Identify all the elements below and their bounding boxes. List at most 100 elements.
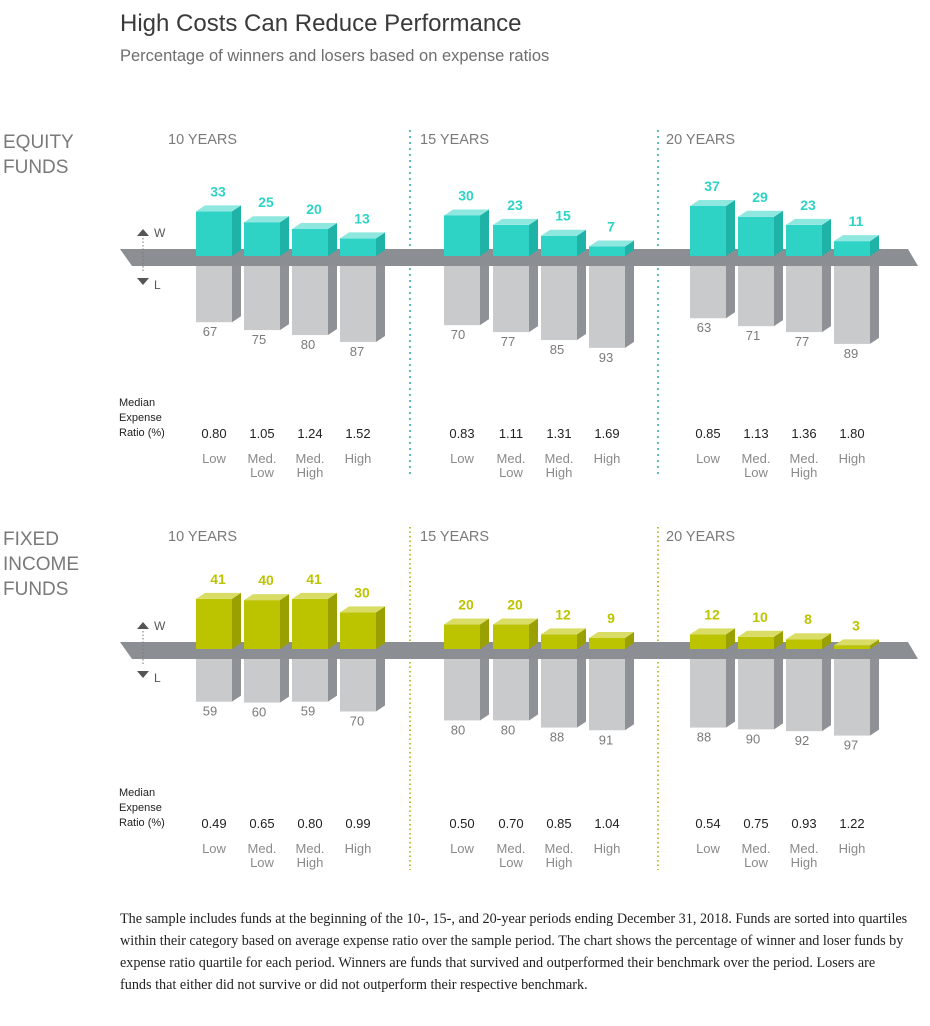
winner-bar-fixed-1-1 xyxy=(196,598,232,649)
winner-bar-side-equity-3-4 xyxy=(870,235,879,256)
category-label-fixed-1-1-1: Low xyxy=(202,841,226,856)
expense-ratio-value-equity-2-4: 1.69 xyxy=(594,426,619,441)
winner-bar-side-equity-2-2 xyxy=(529,218,538,256)
category-label-equity-1-3-2: High xyxy=(297,465,324,480)
winner-bar-top-equity-3-3 xyxy=(786,218,831,225)
loser-bar-side-fixed-2-3 xyxy=(577,643,586,728)
loser-value-equity-2-2: 77 xyxy=(501,334,515,349)
loser-bar-side-equity-2-1 xyxy=(480,250,489,326)
loser-arrow-icon-equity xyxy=(137,278,149,285)
winner-bar-side-fixed-1-4 xyxy=(376,606,385,649)
winner-value-equity-2-3: 15 xyxy=(555,208,571,224)
section-label-equity-line-1: EQUITY xyxy=(3,132,74,153)
loser-value-fixed-3-1: 88 xyxy=(697,730,711,745)
loser-bar-side-fixed-3-4 xyxy=(870,643,879,736)
loser-bar-side-fixed-2-2 xyxy=(529,643,538,721)
winner-bar-top-equity-1-3 xyxy=(292,222,337,229)
winner-bar-fixed-2-1 xyxy=(444,624,480,649)
category-label-equity-1-4-1: High xyxy=(345,451,372,466)
winner-bar-side-equity-2-3 xyxy=(577,229,586,256)
category-label-fixed-2-3-2: High xyxy=(546,855,573,870)
loser-bar-equity-1-1 xyxy=(196,256,232,323)
loser-value-fixed-1-2: 60 xyxy=(252,705,266,720)
winner-bar-fixed-3-1 xyxy=(690,634,726,649)
winner-bar-side-fixed-1-1 xyxy=(232,592,241,649)
winner-bar-fixed-1-4 xyxy=(340,612,376,649)
winner-bar-top-equity-1-2 xyxy=(244,216,289,223)
period-label-equity-2: 15 YEARS xyxy=(420,132,489,148)
winner-bar-side-fixed-3-1 xyxy=(726,628,735,649)
winner-value-fixed-3-3: 8 xyxy=(804,611,812,627)
winner-value-equity-1-2: 25 xyxy=(258,194,274,210)
winner-value-fixed-3-4: 3 xyxy=(852,617,860,633)
loser-bar-fixed-2-2 xyxy=(493,649,529,721)
section-label-fixed-line-1: FIXED xyxy=(3,529,59,550)
winner-bar-side-equity-3-3 xyxy=(822,218,831,256)
category-label-fixed-2-1-1: Low xyxy=(450,841,474,856)
category-label-equity-3-3-2: High xyxy=(791,465,818,480)
methodology-note: The sample includes funds at the beginni… xyxy=(120,911,908,993)
winner-bar-side-equity-1-1 xyxy=(232,205,241,256)
category-label-equity-1-2-2: Low xyxy=(250,465,274,480)
loser-value-equity-1-4: 87 xyxy=(350,344,364,359)
expense-ratio-value-fixed-2-2: 0.70 xyxy=(498,816,523,831)
expense-ratio-value-fixed-1-3: 0.80 xyxy=(297,816,322,831)
winner-bar-side-fixed-3-2 xyxy=(774,630,783,649)
winner-bar-top-fixed-1-3 xyxy=(292,592,337,599)
winner-arrow-icon-equity xyxy=(137,229,149,236)
category-label-equity-2-2-1: Med. xyxy=(497,451,526,466)
category-label-equity-3-2-2: Low xyxy=(744,465,768,480)
loser-bar-side-equity-3-2 xyxy=(774,250,783,327)
loser-bar-side-equity-3-1 xyxy=(726,250,735,319)
loser-value-equity-1-1: 67 xyxy=(203,324,217,339)
loser-bar-fixed-3-2 xyxy=(738,649,774,730)
chart-title: High Costs Can Reduce Performance xyxy=(120,10,522,37)
loser-value-equity-1-2: 75 xyxy=(252,332,266,347)
winner-bar-side-fixed-3-3 xyxy=(822,633,831,649)
category-label-fixed-3-1-1: Low xyxy=(696,841,720,856)
loser-bar-side-equity-1-4 xyxy=(376,250,385,342)
winner-bar-equity-2-3 xyxy=(541,235,577,256)
loser-arrow-icon-fixed xyxy=(137,671,149,678)
expense-ratio-value-fixed-2-3: 0.85 xyxy=(546,816,571,831)
winner-bar-top-equity-2-4 xyxy=(589,240,634,247)
category-label-fixed-1-3-2: High xyxy=(297,855,324,870)
expense-ratio-value-equity-3-1: 0.85 xyxy=(695,426,720,441)
period-label-equity-3: 20 YEARS xyxy=(666,132,735,148)
category-label-equity-3-3-1: Med. xyxy=(790,451,819,466)
loser-bar-side-equity-3-4 xyxy=(870,250,879,344)
winner-bar-top-fixed-3-2 xyxy=(738,630,783,637)
loser-bar-fixed-3-3 xyxy=(786,649,822,732)
expense-ratio-value-fixed-3-1: 0.54 xyxy=(695,816,720,831)
loser-value-equity-2-1: 70 xyxy=(451,327,465,342)
loser-bar-side-equity-2-4 xyxy=(625,250,634,348)
winner-value-fixed-1-2: 40 xyxy=(258,572,274,588)
winner-bar-fixed-2-4 xyxy=(589,638,625,649)
winner-value-fixed-1-3: 41 xyxy=(306,571,322,587)
category-label-fixed-3-4-1: High xyxy=(839,841,866,856)
winner-bar-side-equity-1-3 xyxy=(328,222,337,256)
winner-value-fixed-1-1: 41 xyxy=(210,571,226,587)
loser-bar-side-equity-2-2 xyxy=(529,250,538,333)
expense-ratio-value-fixed-3-3: 0.93 xyxy=(791,816,816,831)
winner-bar-equity-1-4 xyxy=(340,238,376,256)
winner-bar-fixed-3-2 xyxy=(738,636,774,649)
loser-bar-equity-2-1 xyxy=(444,256,480,326)
winner-value-fixed-2-4: 9 xyxy=(607,610,615,626)
loser-bar-side-equity-1-1 xyxy=(232,250,241,323)
category-label-equity-2-3-2: High xyxy=(546,465,573,480)
loser-bar-equity-2-4 xyxy=(589,256,625,348)
winner-bar-fixed-2-2 xyxy=(493,624,529,649)
loser-bar-fixed-2-1 xyxy=(444,649,480,721)
category-label-fixed-3-2-1: Med. xyxy=(742,841,771,856)
loser-bar-equity-1-4 xyxy=(340,256,376,342)
period-label-equity-1: 10 YEARS xyxy=(168,132,237,148)
loser-value-fixed-3-2: 90 xyxy=(746,731,760,746)
loser-bar-fixed-2-4 xyxy=(589,649,625,731)
loser-value-equity-2-4: 93 xyxy=(599,350,613,365)
category-label-fixed-3-3-2: High xyxy=(791,855,818,870)
expense-ratio-label-fixed-line-3: Ratio (%) xyxy=(119,817,165,829)
expense-ratio-value-equity-1-4: 1.52 xyxy=(345,426,370,441)
expense-ratio-value-fixed-1-4: 0.99 xyxy=(345,816,370,831)
